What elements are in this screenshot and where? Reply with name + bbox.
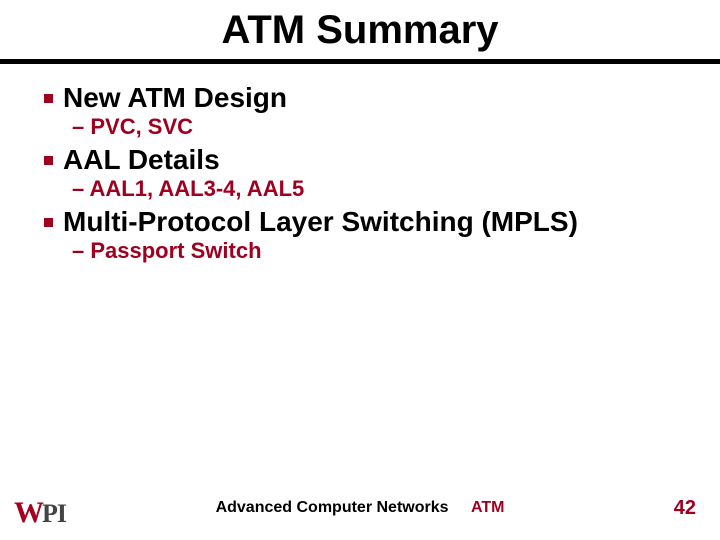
bullet-head: New ATM Design xyxy=(44,82,688,114)
bullet-head: AAL Details xyxy=(44,144,688,176)
footer-center: Advanced Computer Networks ATM xyxy=(216,499,505,517)
sub-bullet: – PVC, SVC xyxy=(44,114,688,140)
footer-course: Advanced Computer Networks xyxy=(216,499,449,516)
page-number: 42 xyxy=(674,497,696,520)
bullet-item: Multi-Protocol Layer Switching (MPLS) – … xyxy=(44,206,688,264)
bullet-head: Multi-Protocol Layer Switching (MPLS) xyxy=(44,206,688,238)
bullet-label: AAL Details xyxy=(63,144,220,176)
sub-bullet: – AAL1, AAL3-4, AAL5 xyxy=(44,176,688,202)
sub-bullet: – Passport Switch xyxy=(44,238,688,264)
slide-content: New ATM Design – PVC, SVC AAL Details – … xyxy=(0,64,720,264)
wpi-logo: WPI xyxy=(14,496,66,530)
slide-footer: WPI Advanced Computer Networks ATM 42 xyxy=(0,488,720,528)
bullet-label: Multi-Protocol Layer Switching (MPLS) xyxy=(63,206,578,238)
bullet-item: AAL Details – AAL1, AAL3-4, AAL5 xyxy=(44,144,688,202)
footer-topic: ATM xyxy=(471,499,504,516)
square-bullet-icon xyxy=(44,218,53,227)
bullet-item: New ATM Design – PVC, SVC xyxy=(44,82,688,140)
logo-w: W xyxy=(14,496,42,530)
logo-pi: PI xyxy=(42,499,66,529)
square-bullet-icon xyxy=(44,94,53,103)
bullet-label: New ATM Design xyxy=(63,82,287,114)
slide-title: ATM Summary xyxy=(0,0,720,59)
square-bullet-icon xyxy=(44,156,53,165)
